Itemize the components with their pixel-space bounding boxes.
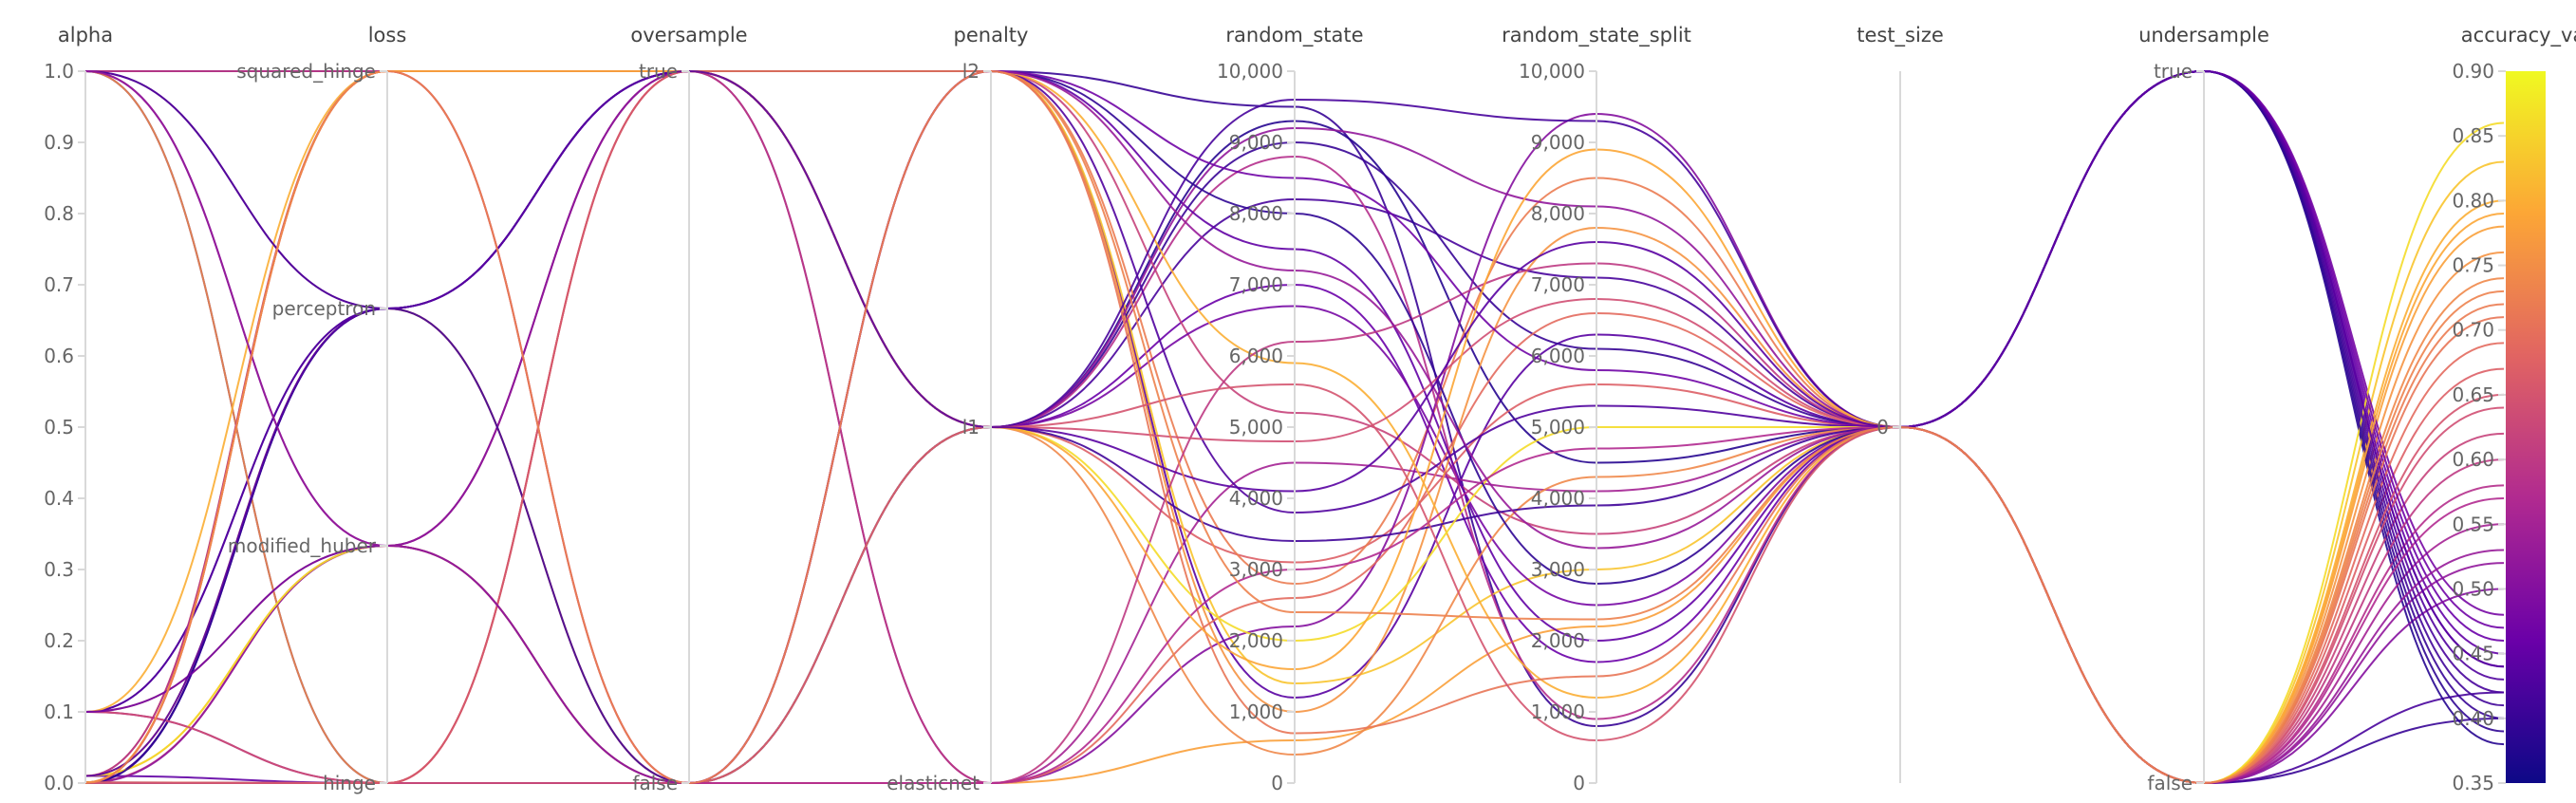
tick-label: 1.0 [44, 60, 74, 83]
axis-title: random_state [1225, 24, 1363, 47]
tick-label: 5,000 [1229, 416, 1283, 439]
tick-label: 0.45 [2452, 643, 2494, 665]
axis-title: accuracy_val [2461, 24, 2576, 47]
tick-label: l2 [962, 60, 980, 83]
axis-title: penalty [954, 24, 1029, 47]
tick-label: 0.65 [2452, 383, 2494, 406]
tick-label: modified_huber [228, 534, 377, 557]
tick-label: 9,000 [1531, 131, 1585, 154]
tick-label: true [639, 60, 678, 83]
tick-label: 6,000 [1531, 345, 1585, 367]
tick-label: 0.7 [44, 273, 74, 296]
tick-label: squared_hinge [236, 60, 376, 83]
run-line-35[interactable] [84, 69, 2505, 785]
tick-label: 3,000 [1229, 558, 1283, 581]
tick-label: 4,000 [1229, 487, 1283, 510]
tick-label: 4,000 [1531, 487, 1585, 510]
tick-label: 0.0 [44, 772, 74, 794]
colorbar [2506, 71, 2546, 783]
tick-label: 3,000 [1531, 558, 1585, 581]
tick-label: 10,000 [1519, 60, 1585, 83]
axis-title: loss [368, 24, 407, 47]
axis-random_state: random_state 10,000 9,000 8,000 7,000 6,000 5,… [1217, 24, 1364, 794]
tick-label: l1 [962, 416, 980, 439]
tick-label: 0 [1573, 772, 1585, 794]
tick-label: 10,000 [1217, 60, 1283, 83]
tick-label: 0.40 [2452, 707, 2494, 730]
tick-label: 0.85 [2452, 124, 2494, 147]
axis-alpha: alpha 1.0 0.9 0.8 0.7 0.6 0.5 0.4 0.3 0.2 0.1 0.0 [44, 24, 113, 794]
tick-label: false [2147, 772, 2193, 794]
tick-label: 5,000 [1531, 416, 1585, 439]
tick-label: 0.4 [44, 487, 74, 510]
tick-label: 2,000 [1531, 629, 1585, 652]
tick-label: hinge [323, 772, 376, 794]
tick-label: 0 [1876, 416, 1889, 439]
axis-title: test_size [1857, 24, 1944, 47]
tick-label: 8,000 [1229, 202, 1283, 225]
tick-label: 0.5 [44, 416, 74, 439]
tick-label: 0.60 [2452, 448, 2494, 471]
tick-label: 6,000 [1229, 345, 1283, 367]
tick-label: 0.55 [2452, 513, 2494, 535]
tick-label: 0.80 [2452, 189, 2494, 212]
tick-label: 0.8 [44, 202, 74, 225]
run-line-34[interactable] [84, 69, 2505, 777]
tick-label: 0.35 [2452, 772, 2494, 794]
axis-accuracy_val: accuracy_val 0.90 0.85 0.80 0.75 0.70 0.65 0.60… [2452, 24, 2576, 794]
axis-test_size: test_size 0 [1857, 24, 1944, 783]
tick-label: 0.75 [2452, 254, 2494, 277]
axis-title: oversample [630, 24, 747, 47]
tick-label: 0 [1271, 772, 1283, 794]
tick-label: 0.9 [44, 131, 74, 154]
tick-label: 7,000 [1531, 273, 1585, 296]
axis-oversample: oversample true false [630, 24, 747, 794]
axis-undersample: undersample true false [2138, 24, 2269, 794]
tick-label: perceptron [272, 297, 376, 320]
tick-label: 0.70 [2452, 319, 2494, 342]
tick-label: 9,000 [1229, 131, 1283, 154]
tick-label: 7,000 [1229, 273, 1283, 296]
tick-label: 0.6 [44, 345, 74, 367]
tick-label: false [632, 772, 678, 794]
tick-label: 0.2 [44, 629, 74, 652]
tick-label: true [2154, 60, 2193, 83]
tick-label: elasticnet [887, 772, 980, 794]
tick-label: 1,000 [1229, 700, 1283, 723]
axis-title: random_state_split [1502, 24, 1691, 47]
tick-label: 0.90 [2452, 60, 2494, 83]
axis-random_state_split: random_state_split 10,000 9,000 8,000 7,000 6… [1502, 24, 1691, 794]
axis-penalty: penalty l2 l1 elasticnet [887, 24, 1028, 794]
tick-label: 0.50 [2452, 577, 2494, 600]
tick-label: 0.1 [44, 700, 74, 723]
axis-title: undersample [2138, 24, 2269, 47]
tick-label: 2,000 [1229, 629, 1283, 652]
tick-label: 1,000 [1531, 700, 1585, 723]
axis-loss: loss squared_hinge perceptron modified_hube… [228, 24, 406, 794]
axes-layer: alpha 1.0 0.9 0.8 0.7 0.6 0.5 0.4 0.3 0.2 0.1 0.0 lo… [44, 24, 2576, 794]
tick-label: 8,000 [1531, 202, 1585, 225]
axis-title: alpha [58, 24, 113, 47]
tick-label: 0.3 [44, 558, 74, 581]
